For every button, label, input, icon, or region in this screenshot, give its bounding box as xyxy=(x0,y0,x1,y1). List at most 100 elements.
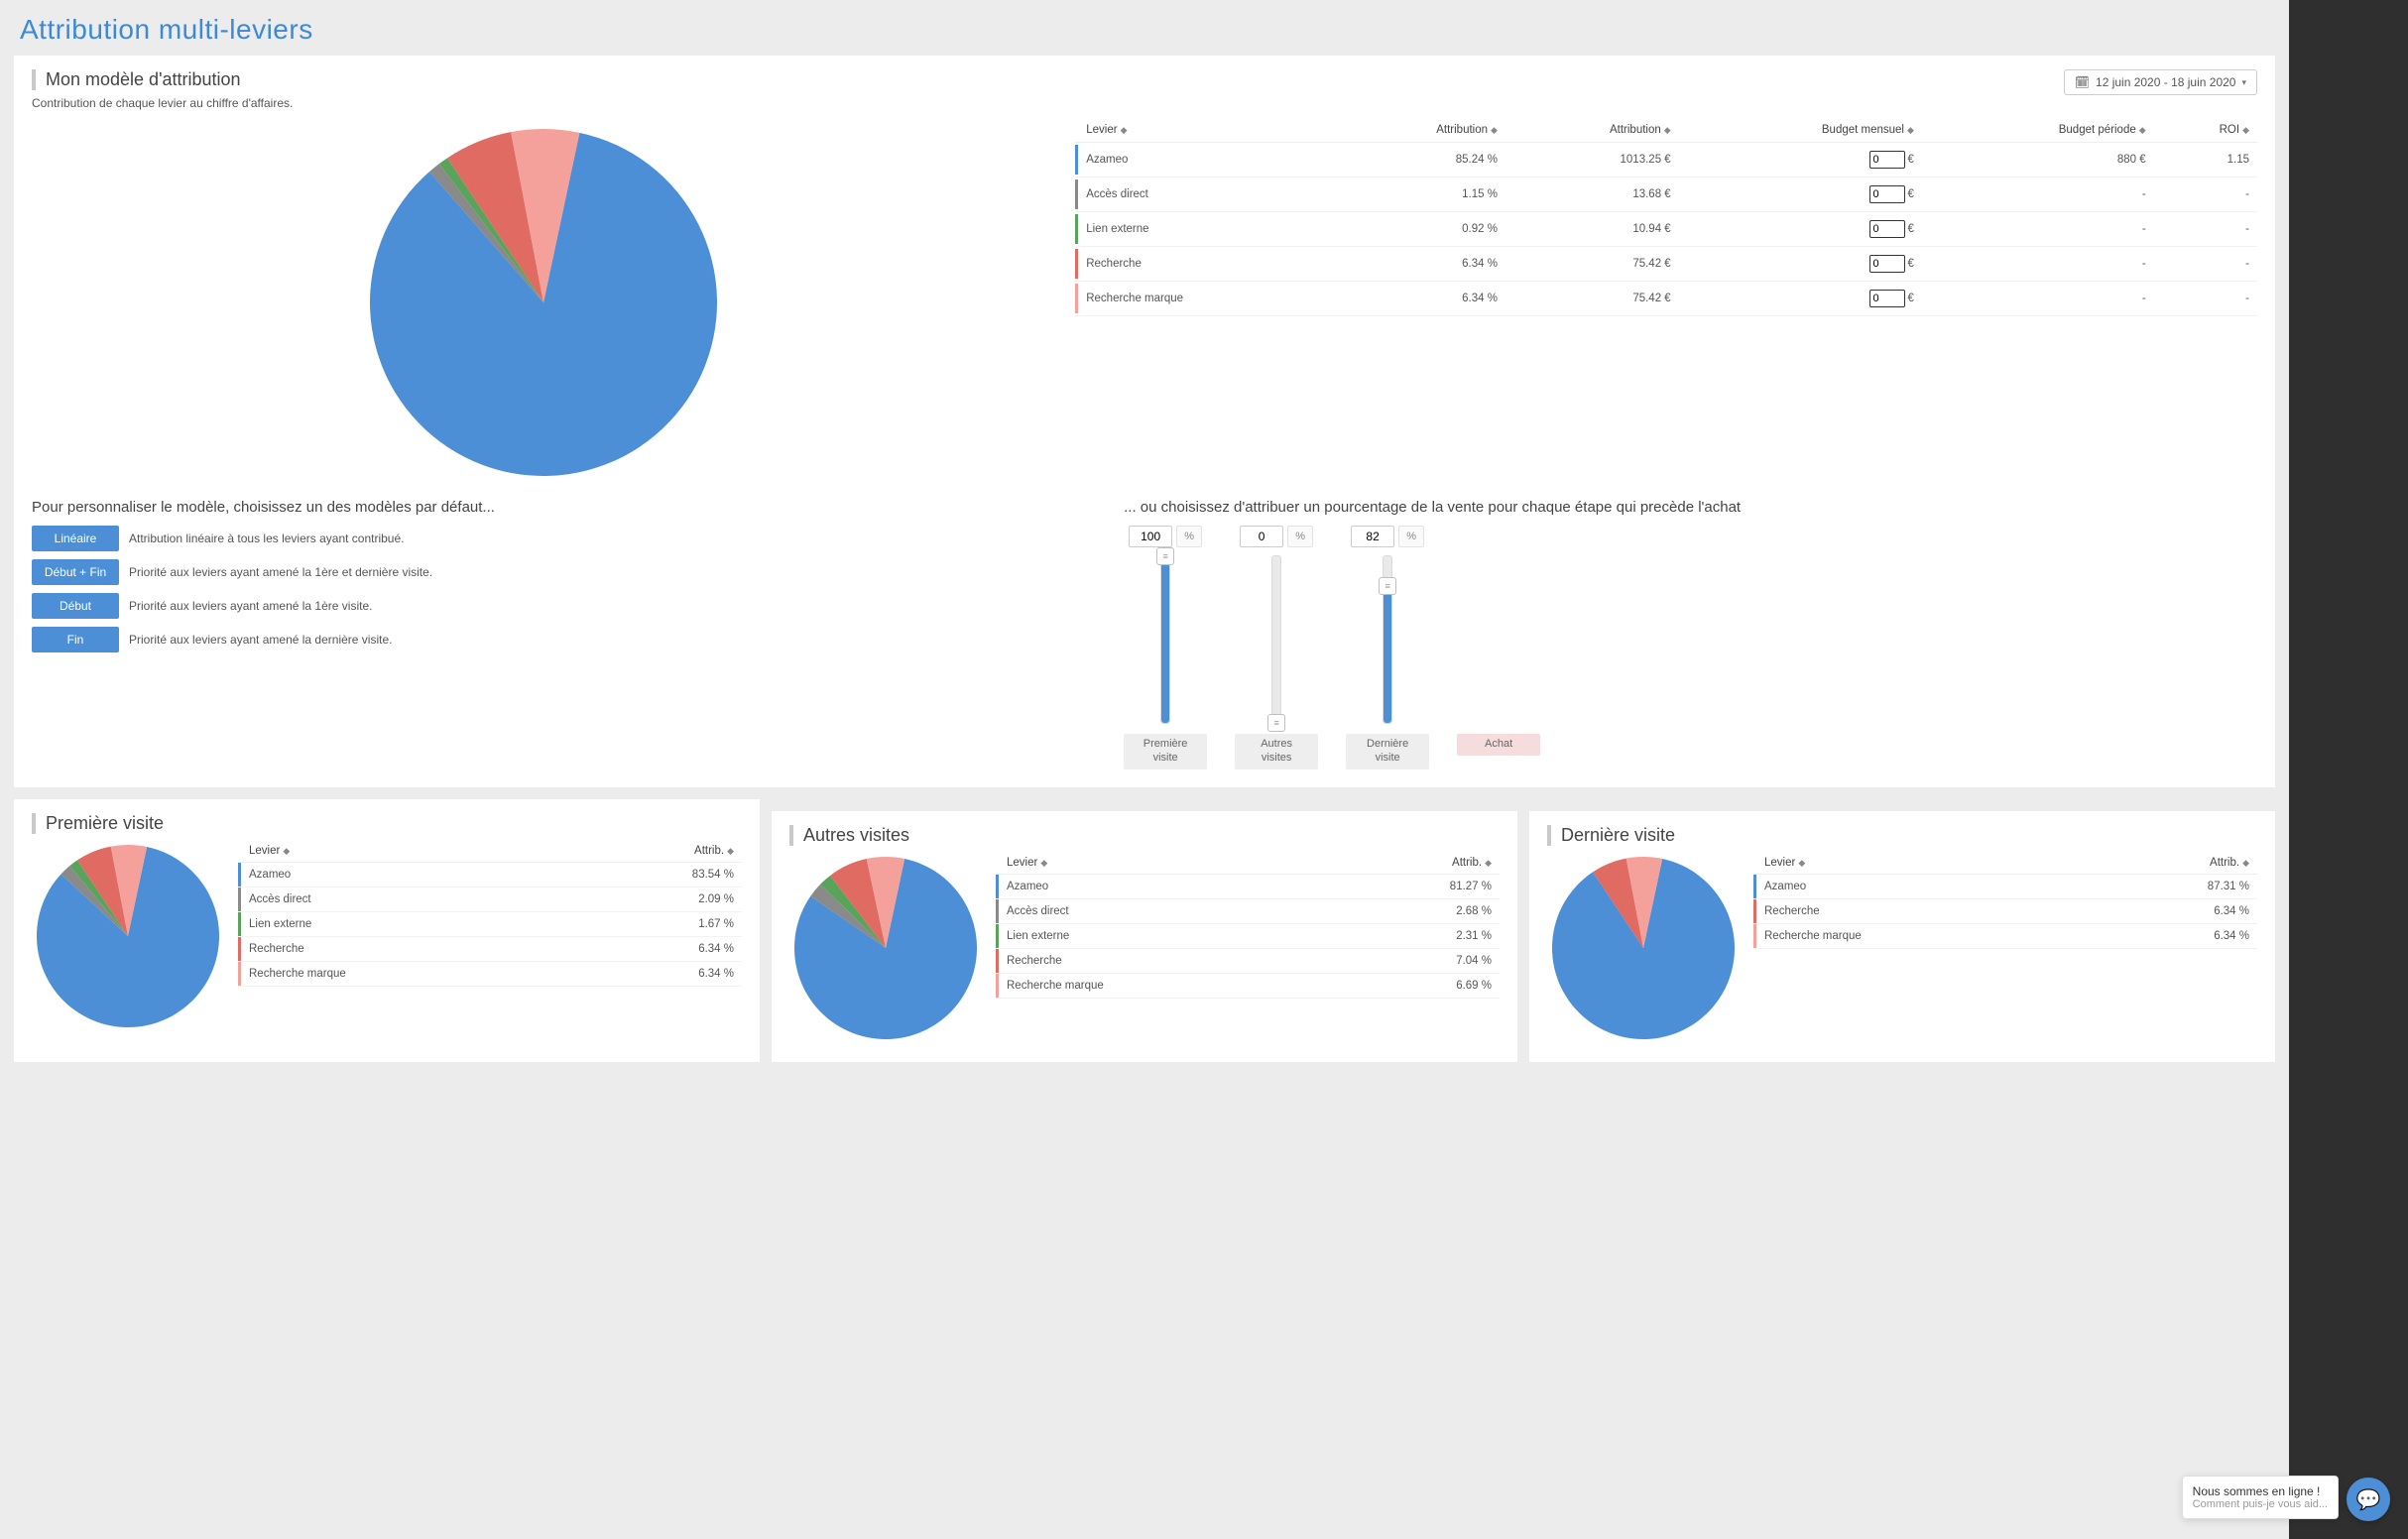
cell-attrib: 81.27 % xyxy=(1330,874,1500,898)
mini-title: Première visite xyxy=(32,813,742,834)
mini-pie-chart xyxy=(32,840,224,1032)
mini-pie-chart xyxy=(1547,852,1740,1044)
cell-budget-periode: - xyxy=(1922,247,2154,282)
table-row: Recherche7.04 % xyxy=(996,948,1500,973)
cell-attrib-val: 1013.25 € xyxy=(1505,143,1679,178)
main-pie-chart xyxy=(365,124,722,481)
col-levier[interactable]: Levier◆ xyxy=(1078,118,1332,143)
table-row: Lien externe0.92 %10.94 €€-- xyxy=(1075,212,2257,247)
table-row: Recherche6.34 % xyxy=(1753,898,2257,923)
mini-table: Levier◆Attrib.◆Azameo81.27 %Accès direct… xyxy=(996,852,1500,999)
stage-percent-input[interactable] xyxy=(1129,526,1172,547)
table-row: Recherche marque6.34 %75.42 €€-- xyxy=(1075,282,2257,316)
stage-percent-input[interactable] xyxy=(1351,526,1394,547)
model-button[interactable]: Linéaire xyxy=(32,526,119,551)
cell-attrib: 6.34 % xyxy=(572,936,742,961)
col-attrib[interactable]: Attrib.◆ xyxy=(1330,852,1500,875)
cell-budget-periode: - xyxy=(1922,178,2154,212)
cell-roi: - xyxy=(2154,178,2257,212)
custom-right-heading: ... ou choisissez d'attribuer un pourcen… xyxy=(1124,499,2257,516)
cell-levier: Recherche xyxy=(1078,247,1332,282)
table-row: Lien externe2.31 % xyxy=(996,923,1500,948)
cell-levier: Azameo xyxy=(1078,143,1332,178)
mini-title: Autres visites xyxy=(789,825,1500,846)
table-row: Accès direct2.09 % xyxy=(238,887,742,911)
cell-attrib-val: 13.68 € xyxy=(1505,178,1679,212)
stage-label-purchase: Achat xyxy=(1457,734,1540,756)
budget-input[interactable] xyxy=(1869,255,1905,273)
table-row: Recherche marque6.34 % xyxy=(1753,923,2257,948)
budget-input[interactable] xyxy=(1869,220,1905,238)
model-button[interactable]: Début xyxy=(32,593,119,619)
table-row: Lien externe1.67 % xyxy=(238,911,742,936)
chat-line-1: Nous sommes en ligne ! xyxy=(2193,1484,2328,1498)
cell-levier: Azameo xyxy=(999,874,1330,898)
cell-attrib-val: 75.42 € xyxy=(1505,282,1679,316)
cell-levier: Lien externe xyxy=(1078,212,1332,247)
stage-percent-input[interactable] xyxy=(1240,526,1283,547)
col-attrib-pct[interactable]: Attribution◆ xyxy=(1332,118,1505,143)
cell-attrib: 6.34 % xyxy=(572,961,742,986)
cell-levier: Accès direct xyxy=(241,887,572,911)
table-row: Recherche marque6.34 % xyxy=(238,961,742,986)
stage-slider[interactable] xyxy=(1271,555,1281,724)
table-row: Recherche6.34 % xyxy=(238,936,742,961)
col-levier[interactable]: Levier◆ xyxy=(1756,852,2088,875)
cell-levier: Recherche marque xyxy=(1756,923,2088,948)
col-budget-periode[interactable]: Budget période◆ xyxy=(1922,118,2154,143)
calendar-icon: 🗓 xyxy=(2075,75,2090,89)
budget-input[interactable] xyxy=(1869,185,1905,203)
table-row: Recherche marque6.69 % xyxy=(996,973,1500,998)
col-budget-mensuel[interactable]: Budget mensuel◆ xyxy=(1679,118,1922,143)
stage-slider[interactable] xyxy=(1160,555,1170,724)
model-button[interactable]: Début + Fin xyxy=(32,559,119,585)
model-button[interactable]: Fin xyxy=(32,627,119,652)
cell-attrib: 6.34 % xyxy=(2088,923,2257,948)
cell-attrib: 83.54 % xyxy=(572,862,742,887)
cell-budget-periode: 880 € xyxy=(1922,143,2154,178)
chat-popover[interactable]: Nous sommes en ligne ! Comment puis-je v… xyxy=(2182,1476,2339,1519)
mini-table: Levier◆Attrib.◆Azameo83.54 %Accès direct… xyxy=(238,840,742,987)
budget-input[interactable] xyxy=(1869,290,1905,307)
col-levier[interactable]: Levier◆ xyxy=(241,840,572,863)
stage-slider[interactable] xyxy=(1383,555,1392,724)
cell-attrib-pct: 6.34 % xyxy=(1332,282,1505,316)
cell-roi: - xyxy=(2154,282,2257,316)
mini-table: Levier◆Attrib.◆Azameo87.31 %Recherche6.3… xyxy=(1753,852,2257,949)
table-row: Azameo87.31 % xyxy=(1753,874,2257,898)
model-desc: Attribution linéaire à tous les leviers … xyxy=(129,532,404,545)
cell-budget-periode: - xyxy=(1922,212,2154,247)
cell-attrib: 6.69 % xyxy=(1330,973,1500,998)
cell-attrib: 2.68 % xyxy=(1330,898,1500,923)
col-attrib[interactable]: Attrib.◆ xyxy=(2088,852,2257,875)
cell-roi: - xyxy=(2154,247,2257,282)
cell-levier: Recherche xyxy=(999,948,1330,973)
table-row: Azameo83.54 % xyxy=(238,862,742,887)
mini-pie-chart xyxy=(789,852,982,1044)
table-row: Accès direct1.15 %13.68 €€-- xyxy=(1075,178,2257,212)
percent-symbol: % xyxy=(1287,526,1313,547)
date-range-picker[interactable]: 🗓 12 juin 2020 - 18 juin 2020 ▾ xyxy=(2064,69,2257,95)
table-row: Recherche6.34 %75.42 €€-- xyxy=(1075,247,2257,282)
cell-attrib: 87.31 % xyxy=(2088,874,2257,898)
chat-line-2: Comment puis-je vous aid... xyxy=(2193,1498,2328,1510)
cell-levier: Accès direct xyxy=(999,898,1330,923)
chat-fab[interactable]: 💬 xyxy=(2347,1478,2390,1521)
budget-input[interactable] xyxy=(1869,151,1905,169)
mini-panel: Dernière visite Levier◆Attrib.◆Azameo87.3… xyxy=(1529,811,2275,1062)
stage-label: Dernièrevisite xyxy=(1346,734,1429,770)
panel-main: 🗓 12 juin 2020 - 18 juin 2020 ▾ Mon modè… xyxy=(14,56,2275,787)
col-levier[interactable]: Levier◆ xyxy=(999,852,1330,875)
col-attrib[interactable]: Attrib.◆ xyxy=(572,840,742,863)
table-row: Azameo85.24 %1013.25 €€880 €1.15 xyxy=(1075,143,2257,178)
table-row: Azameo81.27 % xyxy=(996,874,1500,898)
model-desc: Priorité aux leviers ayant amené la dern… xyxy=(129,633,392,647)
mini-title: Dernière visite xyxy=(1547,825,2257,846)
stage-label: Premièrevisite xyxy=(1124,734,1207,770)
model-desc: Priorité aux leviers ayant amené la 1ère… xyxy=(129,565,432,579)
cell-attrib-pct: 85.24 % xyxy=(1332,143,1505,178)
col-roi[interactable]: ROI◆ xyxy=(2154,118,2257,143)
cell-levier: Recherche marque xyxy=(241,961,572,986)
col-attrib-val[interactable]: Attribution◆ xyxy=(1505,118,1679,143)
main-section-title: Mon modèle d'attribution xyxy=(32,69,2257,90)
